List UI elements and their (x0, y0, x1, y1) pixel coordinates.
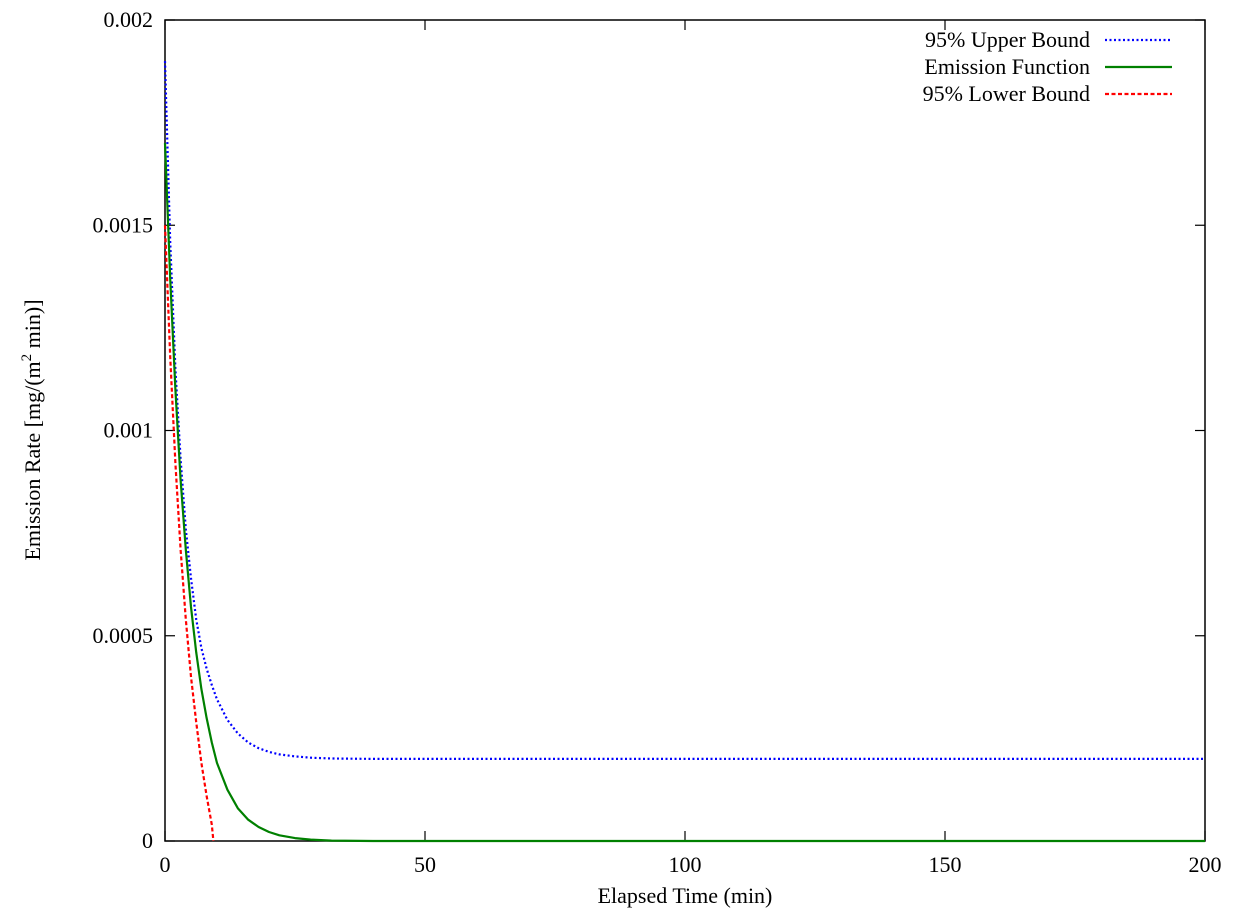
y-tick-label: 0.0005 (93, 623, 154, 648)
y-axis-title-sup: 2 (19, 354, 35, 362)
x-axis-ticks: 0 50 100 150 200 (160, 20, 1222, 877)
legend-label: Emission Function (924, 54, 1090, 79)
y-axis-ticks: 0 0.0005 0.001 0.0015 0.002 (93, 7, 1205, 853)
x-tick-label: 50 (414, 852, 436, 877)
x-tick-label: 100 (669, 852, 702, 877)
series-lines (163, 61, 1205, 843)
y-axis-title-main: Emission Rate [mg/(m (20, 361, 45, 560)
x-tick-label: 150 (929, 852, 962, 877)
legend-label: 95% Lower Bound (923, 81, 1090, 106)
series-line-emission-function (163, 143, 1205, 843)
y-axis-title: Emission Rate [mg/(m2 min)] (19, 299, 45, 560)
plot-frame (164, 19, 1206, 842)
plot-border (164, 19, 1206, 842)
series-line-95-upper-bound (163, 61, 1205, 761)
x-tick-label: 0 (160, 852, 171, 877)
y-tick-label: 0.0015 (93, 212, 154, 237)
y-tick-label: 0.001 (104, 418, 154, 443)
x-tick-label: 200 (1189, 852, 1222, 877)
x-axis-title: Elapsed Time (min) (598, 883, 773, 908)
y-tick-label: 0 (142, 828, 153, 853)
legend-label: 95% Upper Bound (925, 27, 1090, 52)
y-axis-title-tail: min)] (20, 299, 45, 353)
series-line-95-lower-bound (163, 225, 215, 842)
y-tick-label: 0.002 (104, 7, 154, 32)
